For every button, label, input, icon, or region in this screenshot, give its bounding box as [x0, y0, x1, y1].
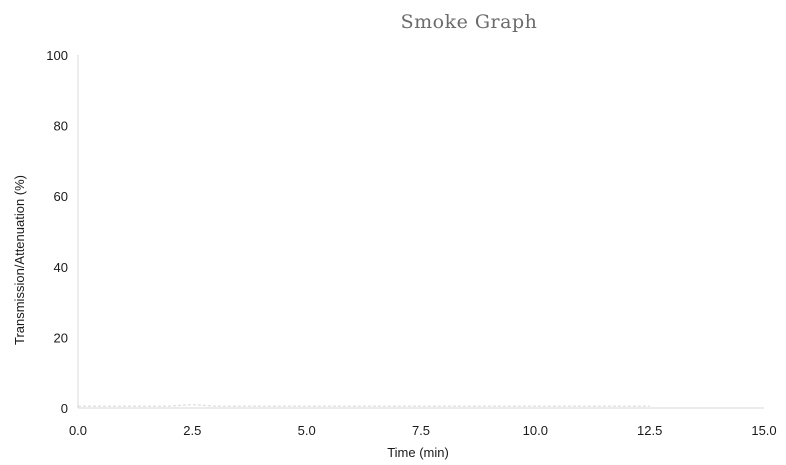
- y-tick-label: 60: [54, 189, 68, 204]
- x-tick-label: 7.5: [412, 423, 430, 438]
- series-layer: [78, 403, 650, 407]
- x-tick-label: 0.0: [69, 423, 87, 438]
- x-tick-label: 10.0: [523, 423, 548, 438]
- series-line-0: [78, 403, 650, 407]
- y-tick-labels: 0 20 40 60 80 100: [46, 48, 68, 416]
- x-tick-label: 15.0: [751, 423, 776, 438]
- y-axis-label: Transmission/Attenuation (%): [12, 175, 27, 345]
- x-tick-labels: 0.0 2.5 5.0 7.5 10.0 12.5 15.0: [69, 423, 777, 438]
- y-tick-label: 80: [54, 119, 68, 134]
- y-tick-label: 0: [61, 401, 68, 416]
- x-tick-label: 2.5: [183, 423, 201, 438]
- y-tick-label: 100: [46, 48, 68, 63]
- x-tick-label: 12.5: [637, 423, 662, 438]
- chart-title: Smoke Graph: [401, 11, 538, 33]
- y-tick-label: 40: [54, 260, 68, 275]
- y-tick-label: 20: [54, 330, 68, 345]
- x-tick-label: 5.0: [298, 423, 316, 438]
- x-axis-label: Time (min): [387, 445, 449, 460]
